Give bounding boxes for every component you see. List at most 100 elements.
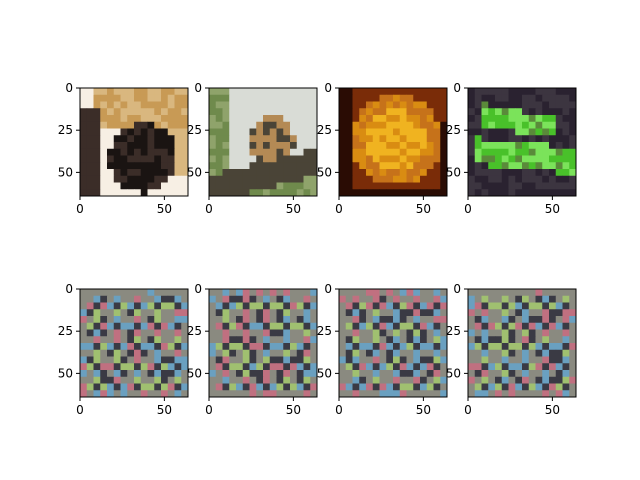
image-pixel <box>474 289 482 297</box>
image-pixel <box>167 309 175 317</box>
image-pixel <box>379 121 387 129</box>
image-pixel <box>339 175 347 183</box>
image-pixel <box>134 295 142 303</box>
image-pixel <box>310 329 318 337</box>
image-pixel <box>154 322 162 330</box>
x-tick-label: 50 <box>157 403 172 417</box>
image-pixel <box>379 390 387 398</box>
image-pixel <box>549 383 557 391</box>
image-pixel <box>80 316 88 324</box>
image-pixel <box>86 295 94 303</box>
image-pixel <box>549 101 557 109</box>
image-pixel <box>562 115 570 123</box>
image-pixel <box>372 295 380 303</box>
image-pixel <box>147 343 155 351</box>
image-pixel <box>339 94 347 102</box>
image-pixel <box>468 121 476 129</box>
image-pixel <box>474 363 482 371</box>
image-pixel <box>508 135 516 143</box>
y-tick-label: 0 <box>453 282 461 296</box>
y-tick-label: 0 <box>324 282 332 296</box>
image-pixel <box>303 101 311 109</box>
image-pixel <box>113 182 121 190</box>
image-pixel <box>80 390 88 398</box>
image-pixel <box>154 121 162 129</box>
image-pixel <box>222 316 230 324</box>
image-pixel <box>174 336 182 344</box>
image-pixel <box>399 135 407 143</box>
image-pixel <box>426 343 434 351</box>
image-pixel <box>140 370 148 378</box>
image-pixel <box>93 189 101 197</box>
image-pixel <box>296 101 304 109</box>
image-pixel <box>468 302 476 310</box>
image-pixel <box>413 94 421 102</box>
image-pixel <box>339 349 347 357</box>
image-pixel <box>215 349 223 357</box>
image-pixel <box>359 101 367 109</box>
image-pixel <box>310 155 318 163</box>
image-pixel <box>372 142 380 150</box>
image-pixel <box>120 383 128 391</box>
image-pixel <box>488 115 496 123</box>
image-pixel <box>140 148 148 156</box>
image-pixel <box>100 363 108 371</box>
image-pixel <box>562 169 570 177</box>
image-pixel <box>167 336 175 344</box>
image-pixel <box>209 135 217 143</box>
image-pixel <box>113 309 121 317</box>
image-pixel <box>515 108 523 116</box>
image-pixel <box>488 289 496 297</box>
image-pixel <box>222 148 230 156</box>
image-pixel <box>249 128 257 136</box>
image-pixel <box>303 356 311 364</box>
image-pixel <box>296 363 304 371</box>
image-pixel <box>528 356 536 364</box>
image-pixel <box>134 383 142 391</box>
image-pixel <box>549 88 557 96</box>
image-pixel <box>269 175 277 183</box>
image-pixel <box>290 349 298 357</box>
image-pixel <box>269 148 277 156</box>
image-pixel <box>393 336 401 344</box>
image-pixel <box>549 309 557 317</box>
image-pixel <box>399 169 407 177</box>
image-pixel <box>440 289 448 297</box>
image-pixel <box>555 309 563 317</box>
image-pixel <box>93 343 101 351</box>
image-pixel <box>433 135 441 143</box>
image-pixel <box>93 128 101 136</box>
image-pixel <box>269 322 277 330</box>
image-pixel <box>80 309 88 317</box>
image-pixel <box>352 356 360 364</box>
image-pixel <box>263 101 271 109</box>
image-pixel <box>120 316 128 324</box>
image-pixel <box>508 189 516 197</box>
image-pixel <box>154 101 162 109</box>
image-pixel <box>393 322 401 330</box>
image-pixel <box>276 356 284 364</box>
x-tick-label: 50 <box>157 202 172 216</box>
image-pixel <box>372 356 380 364</box>
image-pixel <box>107 356 115 364</box>
image-pixel <box>468 329 476 337</box>
image-pixel <box>508 309 516 317</box>
image-pixel <box>515 329 523 337</box>
image-pixel <box>522 88 530 96</box>
image-pixel <box>107 322 115 330</box>
image-pixel <box>290 115 298 123</box>
image-pixel <box>296 128 304 136</box>
image-pixel <box>345 343 353 351</box>
image-pixel <box>100 108 108 116</box>
image-pixel <box>154 302 162 310</box>
image-pixel <box>80 135 88 143</box>
image-pixel <box>215 189 223 197</box>
image-pixel <box>127 108 135 116</box>
image-pixel <box>399 94 407 102</box>
image-pixel <box>528 329 536 337</box>
image-pixel <box>147 349 155 357</box>
image-pixel <box>256 376 264 384</box>
image-pixel <box>167 169 175 177</box>
image-pixel <box>515 115 523 123</box>
image-pixel <box>515 155 523 163</box>
